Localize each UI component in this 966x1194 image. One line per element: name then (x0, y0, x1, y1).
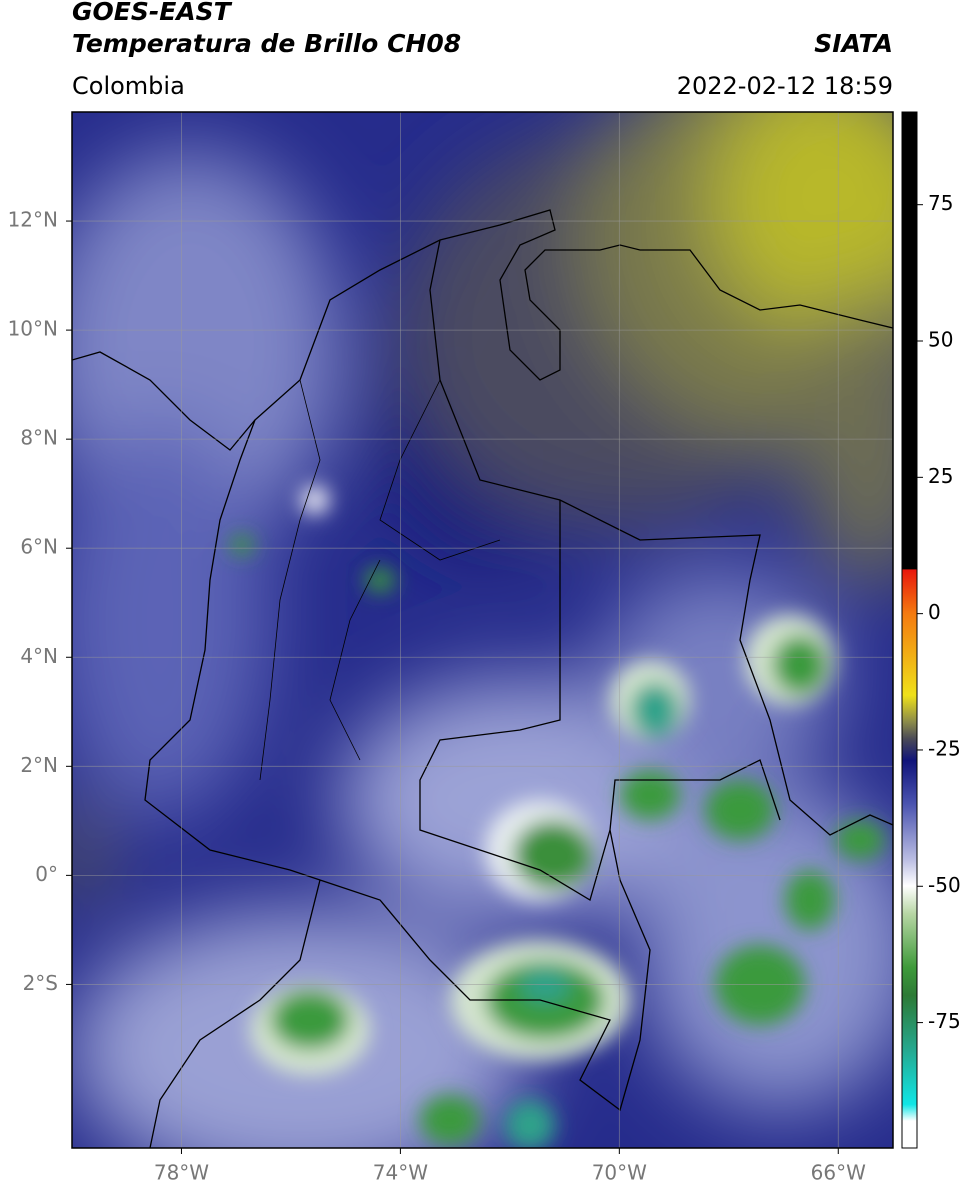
satellite-image (72, 112, 893, 1148)
y-tick-label: 8°N (20, 426, 58, 450)
subtitle: Temperatura de Brillo CH08 (72, 29, 461, 58)
title: GOES-EAST (72, 0, 233, 26)
y-tick-label: 6°N (20, 535, 58, 559)
colorbar (901, 111, 918, 1149)
colorbar-tick-label: -25 (928, 736, 961, 760)
graticule (72, 112, 893, 1148)
y-tick-label: 10°N (8, 317, 58, 341)
x-tick-label: 66°W (811, 1161, 866, 1185)
region: Colombia (72, 72, 185, 100)
x-tick-label: 78°W (154, 1161, 209, 1185)
source: SIATA (814, 29, 893, 58)
y-tick-label: 2°S (23, 971, 58, 995)
y-tick-label: 2°N (20, 753, 58, 777)
map-frame (71, 111, 894, 1149)
x-tick-label: 70°W (592, 1161, 647, 1185)
y-tick-label: 0° (35, 862, 58, 886)
colorbar-tick-label: -75 (928, 1009, 961, 1033)
ticks: 78°W 74°W 70°W 66°W 12°N 10°N 8°N 6°N 4°N 2°N 0° 2°… (8, 191, 961, 1184)
colorbar-tick-label: 0 (928, 600, 941, 624)
colorbar-tick-label: 50 (928, 328, 953, 352)
borders (72, 209, 893, 1148)
cold-cloud-tops (230, 486, 885, 1148)
colorbar-tick-label: 75 (928, 191, 953, 215)
y-tick-label: 12°N (8, 208, 58, 232)
x-tick-label: 74°W (373, 1161, 428, 1185)
colorbar-tick-label: -50 (928, 873, 961, 897)
datetime: 2022-02-12 18:59 (677, 72, 893, 100)
colorbar-tick-label: 25 (928, 464, 953, 488)
y-tick-label: 4°N (20, 644, 58, 668)
